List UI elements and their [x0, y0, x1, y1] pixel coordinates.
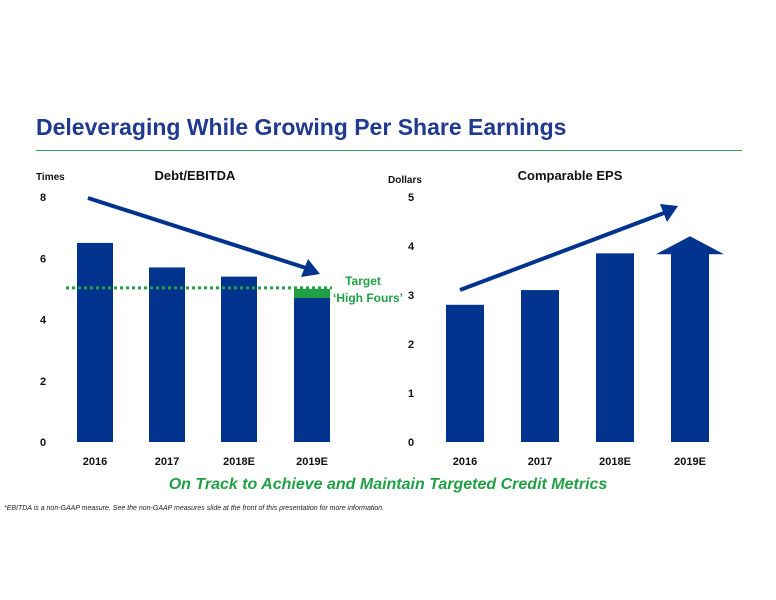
y-tick-label: 3 — [408, 290, 414, 302]
trend-arrowhead — [301, 259, 320, 277]
x-tick-label: 2019E — [296, 456, 328, 468]
x-tick-label: 2016 — [83, 456, 107, 468]
x-tick-label: 2018E — [599, 456, 631, 468]
y-tick-label: 6 — [40, 253, 46, 265]
bar — [596, 253, 634, 442]
target-band — [294, 288, 330, 299]
chart-title: Debt/EBITDA — [155, 168, 237, 183]
y-tick-label: 2 — [40, 376, 46, 388]
bar — [446, 304, 484, 442]
y-tick-label: 4 — [408, 241, 415, 253]
banner-text: On Track to Achieve and Maintain Targete… — [168, 476, 608, 493]
title-divider — [36, 150, 742, 151]
y-tick-label: 5 — [408, 192, 414, 204]
chart-title: Comparable EPS — [518, 168, 623, 183]
bar — [149, 267, 185, 442]
bar — [294, 291, 330, 442]
y-tick-label: 4 — [40, 315, 47, 327]
y-axis-label: Times — [36, 172, 65, 183]
target-label: Target — [345, 274, 381, 288]
x-tick-label: 2016 — [453, 456, 477, 468]
y-tick-label: 1 — [408, 388, 414, 400]
bar — [77, 242, 113, 442]
charts-area: Debt/EBITDA Times 0 2 4 6 8 2016 2017 2018E 2019E T… — [36, 168, 724, 468]
y-tick-label: 8 — [40, 192, 46, 204]
y-tick-label: 0 — [408, 437, 414, 449]
y-tick-label: 2 — [408, 339, 414, 351]
footnote: *EBITDA is a non-GAAP measure. See the n… — [4, 505, 385, 512]
trend-arrow-line — [459, 211, 665, 292]
trend-arrowhead — [660, 204, 678, 222]
x-tick-label: 2018E — [223, 456, 255, 468]
bar — [521, 290, 559, 442]
x-tick-label: 2019E — [674, 456, 706, 468]
x-tick-label: 2017 — [155, 456, 179, 468]
target-label: ‘High Fours’ — [333, 291, 403, 305]
y-tick-label: 0 — [40, 437, 46, 449]
x-tick-label: 2017 — [528, 456, 552, 468]
bar — [221, 276, 257, 442]
y-axis-label: Dollars — [388, 175, 422, 186]
trend-arrow-line — [87, 196, 307, 270]
bar-arrow — [656, 236, 724, 442]
page-title: Deleveraging While Growing Per Share Ear… — [36, 114, 567, 140]
